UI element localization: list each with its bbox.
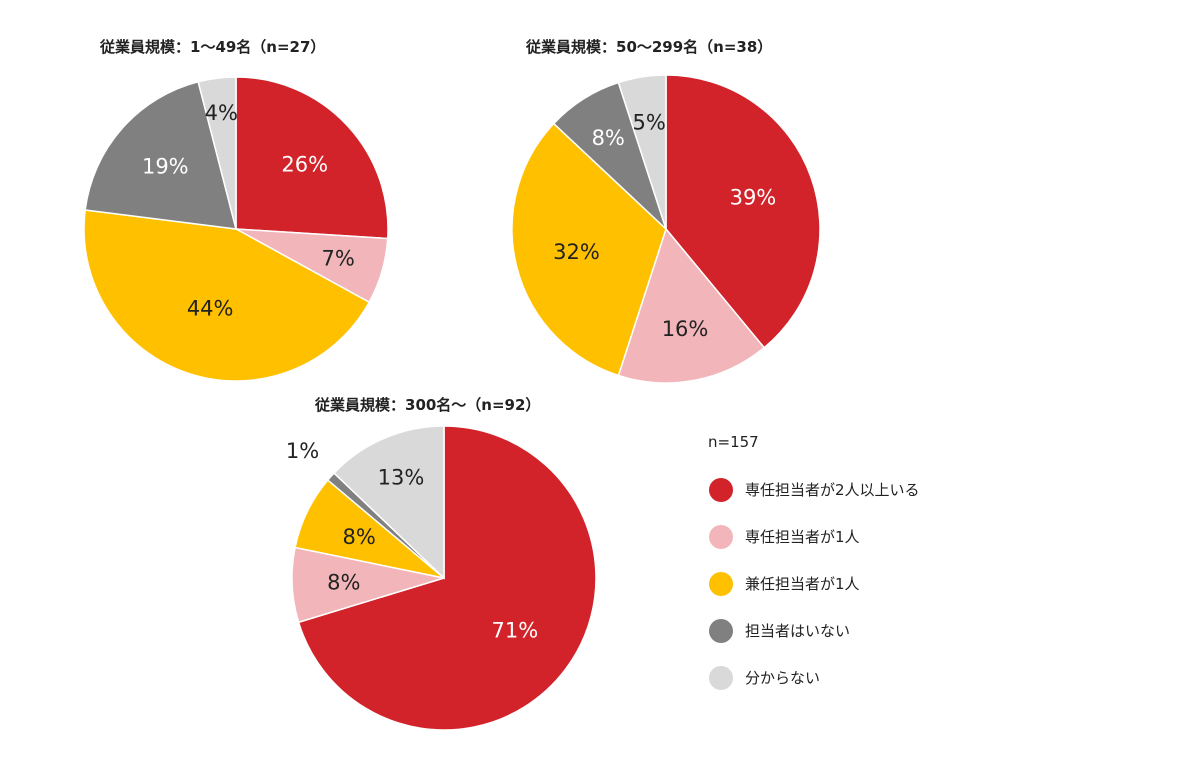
pie-title: 従業員規模：300名～（n=92） <box>314 396 540 414</box>
legend-item-label: 分からない <box>745 669 820 687</box>
slice-data-label: 4% <box>205 101 238 125</box>
slice-data-label: 16% <box>662 317 709 341</box>
pie-slice <box>617 227 766 384</box>
pie-slice <box>665 74 821 349</box>
slice-data-label: 26% <box>281 152 328 176</box>
pie-chart-1-49: 従業員規模：1～49名（n=27） 26% 7% 44% 19% 4% <box>83 38 389 382</box>
legend-swatch <box>709 572 733 596</box>
pie-chart-50-299: 従業員規模：50～299名（n=38） 39% 16% 32% 8% 5% <box>511 38 821 384</box>
pie-slice <box>84 80 238 230</box>
pie-title: 従業員規模：50～299名（n=38） <box>525 38 772 56</box>
pie-slice <box>83 209 371 382</box>
legend-swatch <box>709 666 733 690</box>
slice-data-label: 1% <box>286 439 319 463</box>
legend-swatch <box>709 619 733 643</box>
slice-data-label: 44% <box>187 297 234 321</box>
legend-swatch <box>709 478 733 502</box>
pie-slice <box>297 425 597 731</box>
legend-n-label: n=157 <box>708 433 759 451</box>
slice-data-label: 8% <box>592 126 625 150</box>
legend-item-label: 専任担当者が2人以上いる <box>745 481 920 499</box>
legend-item-label: 専任担当者が1人 <box>745 528 860 546</box>
slice-data-label: 5% <box>632 111 665 135</box>
pie-title: 従業員規模：1～49名（n=27） <box>99 38 325 56</box>
pie-slice <box>332 425 445 580</box>
slice-data-label: 32% <box>553 240 600 264</box>
slice-data-label: 39% <box>730 186 777 210</box>
slice-data-label: 13% <box>378 465 425 489</box>
legend-swatch <box>709 525 733 549</box>
pie-slice <box>235 76 389 240</box>
pie-slice <box>617 74 667 230</box>
slice-data-label: 7% <box>322 247 355 271</box>
pie-chart-300-plus: 従業員規模：300名～（n=92） 71% 8% 8% 1% 13% <box>286 396 597 731</box>
legend-item-label: 担当者はいない <box>745 622 850 640</box>
pie-slice <box>511 122 667 377</box>
slice-data-label: 8% <box>327 571 360 595</box>
legend-item-label: 兼任担当者が1人 <box>745 575 860 593</box>
slice-data-label: 71% <box>491 618 538 642</box>
legend: n=157 専任担当者が2人以上いる専任担当者が1人兼任担当者が1人担当者はいな… <box>708 433 920 690</box>
slice-data-label: 19% <box>142 155 189 179</box>
pie-slice <box>197 76 237 230</box>
slice-data-label: 8% <box>343 525 376 549</box>
